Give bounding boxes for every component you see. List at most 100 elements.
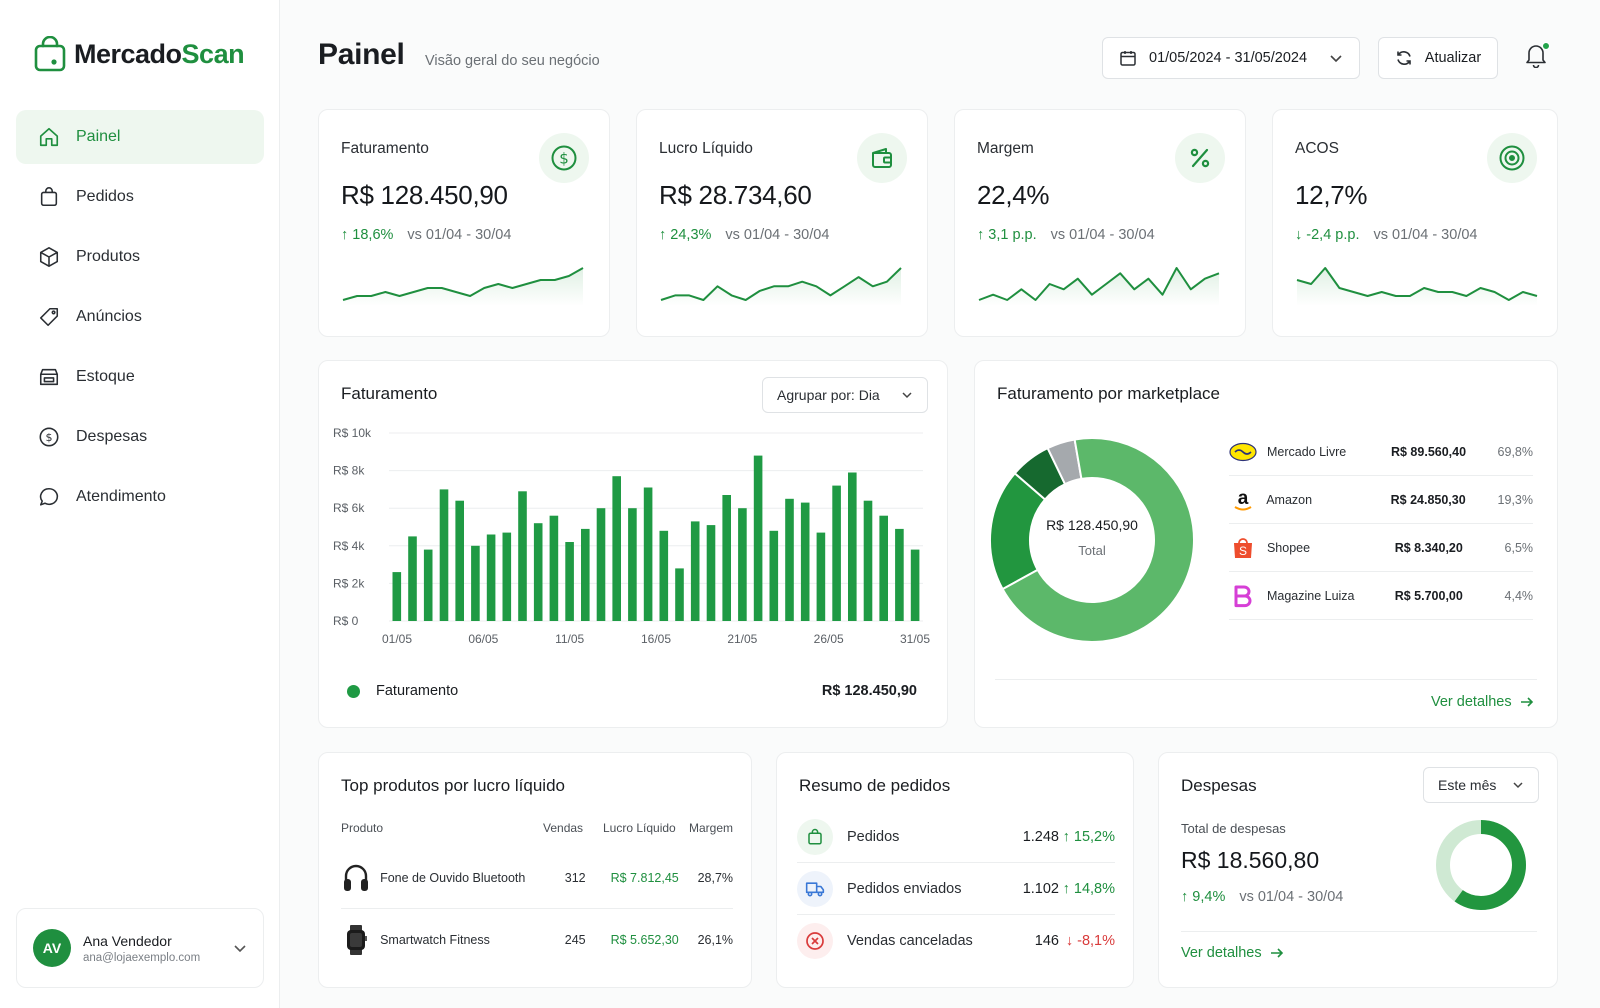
bar[interactable] [408,536,417,621]
percent-icon [1175,133,1225,183]
orders-delta: ↓ -8,1% [1065,933,1115,949]
divider [1181,931,1537,932]
sidebar-item-atendimento[interactable]: Atendimento [16,470,264,524]
bar[interactable] [832,485,841,621]
bar[interactable] [533,523,543,621]
bar[interactable] [392,572,402,621]
marketplace-name: Shopee [1266,540,1311,555]
orders-row-enviados[interactable]: Pedidos enviados 1.102 ↑ 14,8% [797,863,1115,915]
bar[interactable] [738,508,747,621]
table-row[interactable]: Fone de Ouvido Bluetooth 312 R$ 7.812,45… [341,847,733,909]
target-icon [1487,133,1537,183]
marketplace-row-mercado-livre[interactable]: Mercado Livre R$ 89.560,40 69,8% [1229,428,1533,476]
x-tick-label: 11/05 [555,632,584,646]
bar[interactable] [659,530,669,621]
chevron-down-icon[interactable] [233,941,247,955]
date-range-picker[interactable]: 01/05/2024 - 31/05/2024 [1102,37,1360,79]
bar[interactable] [596,508,606,621]
expenses-delta-text: 9,4% [1192,889,1226,905]
bar[interactable] [706,525,716,621]
donut-slice[interactable] [1001,437,1195,643]
sidebar-item-estoque[interactable]: Estoque [16,350,264,404]
marketplace-value: R$ 89.560,40 [1390,444,1467,459]
user-menu[interactable]: AV Ana Vendedor ana@lojaexemplo.com [16,908,264,988]
bar[interactable] [879,515,888,621]
bar[interactable] [769,530,779,621]
kpi-delta-value: ↑ 24,3% [659,227,712,243]
marketplace-row-magazine-luiza[interactable]: Magazine Luiza R$ 5.700,00 4,4% [1229,572,1533,620]
bar[interactable] [455,500,464,621]
bar[interactable] [518,491,527,621]
column-header-produto: Produto [341,821,384,835]
orders-delta-text: 15,2% [1073,828,1115,845]
bar[interactable] [848,472,857,622]
kpi-card-lucro-liquido[interactable]: Lucro Líquido R$ 28.734,60 ↑ 24,3% vs 01/… [636,109,928,337]
marketplace-row-amazon[interactable]: a Amazon R$ 24.850,30 19,3% [1229,476,1533,524]
kpi-value: 12,7% [1295,180,1368,210]
bar[interactable] [910,549,920,621]
kpi-label: ACOS [1295,140,1339,157]
sidebar-item-anuncios[interactable]: Anúncios [16,290,264,344]
bar[interactable] [565,542,574,621]
bar[interactable] [423,549,433,621]
brand-logo[interactable]: MercadoScan [34,36,245,72]
bar[interactable] [549,515,559,621]
mercado-livre-logo-icon [1229,440,1257,464]
expenses-period-select[interactable]: Este mês [1423,767,1539,803]
marketplace-row-shopee[interactable]: S Shopee R$ 8.340,20 6,5% [1229,524,1533,572]
legend-label: Faturamento [376,683,459,699]
svg-text:$: $ [46,431,53,444]
group-by-select[interactable]: Agrupar por: Dia [762,377,928,413]
refresh-button[interactable]: Atualizar [1378,37,1498,79]
refresh-icon [1396,51,1411,65]
table-row[interactable]: Smartwatch Fitness 245 R$ 5.652,30 26,1% [341,909,733,971]
home-icon [39,127,59,147]
chevron-down-icon [1513,782,1523,789]
bar[interactable] [753,455,763,621]
bar[interactable] [502,532,512,621]
notification-dot [1542,42,1550,50]
bar[interactable] [863,500,873,621]
orders-summary-title: Resumo de pedidos [799,776,951,795]
orders-row-pedidos[interactable]: Pedidos 1.248 ↑ 15,2% [797,811,1115,863]
kpi-card-margem[interactable]: Margem 22,4% ↑ 3,1 p.p. vs 01/04 - 30/04 [954,109,1246,337]
bar[interactable] [581,528,590,621]
x-tick-label: 06/05 [468,632,498,646]
bar[interactable] [643,487,653,622]
bar[interactable] [471,545,480,621]
marketplace-name: Mercado Livre [1267,444,1347,459]
bar[interactable] [690,521,700,621]
bar[interactable] [895,528,904,621]
expenses-total-label: Total de despesas [1181,821,1286,836]
notifications-button[interactable] [1524,42,1550,70]
orders-delta-text: 14,8% [1073,880,1115,897]
bar[interactable] [628,508,637,621]
kpi-card-faturamento[interactable]: Faturamento $ R$ 128.450,90 ↑ 18,6% vs 01… [318,109,610,337]
expenses-total-value: R$ 18.560,80 [1181,847,1320,873]
bar[interactable] [486,534,496,622]
expenses-details-link[interactable]: Ver detalhes [1181,945,1284,961]
kpi-sparkline [978,267,1220,306]
bar[interactable] [612,476,621,621]
details-link-label: Ver detalhes [1431,694,1512,710]
sidebar-item-painel[interactable]: Painel [16,110,264,164]
revenue-bar-chart: R$ 0 R$ 2k R$ 4k R$ 6k R$ 8k R$ 10k 01/05 06/05… [333,426,930,646]
marketplace-details-link[interactable]: Ver detalhes [1431,694,1534,710]
bar[interactable] [785,498,794,621]
wallet-icon [857,133,907,183]
kpi-card-acos[interactable]: ACOS 12,7% ↓ -2,4 p.p. vs 01/04 - 30/04 [1272,109,1558,337]
shopee-logo-icon: S [1229,536,1257,560]
bar[interactable] [722,495,731,621]
sparkline-area [979,268,1219,306]
sidebar-item-pedidos[interactable]: Pedidos [16,170,264,224]
orders-row-canceladas[interactable]: Vendas canceladas 146 ↓ -8,1% [797,915,1115,967]
kpi-delta: ↑ 24,3% vs 01/04 - 30/04 [659,227,829,243]
bar[interactable] [675,568,684,621]
sidebar-item-produtos[interactable]: Produtos [16,230,264,284]
y-tick-label: R$ 4k [333,539,365,553]
bar[interactable] [816,532,826,621]
bar[interactable] [800,502,810,621]
bar[interactable] [439,489,449,621]
sidebar-item-despesas[interactable]: $ Despesas [16,410,264,464]
arrow-right-icon [1270,948,1283,958]
